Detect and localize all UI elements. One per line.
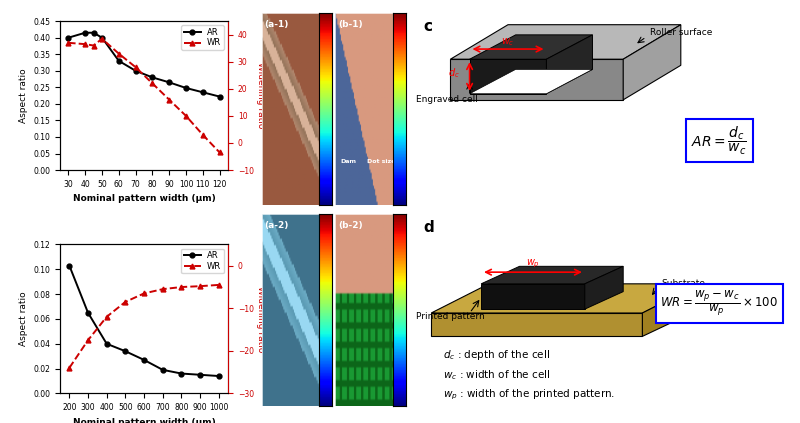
AR [198,90,207,95]
Legend: AR, WR: AR, WR [182,249,224,273]
Text: (a-1): (a-1) [265,20,289,29]
AR [214,94,224,99]
Legend: AR, WR: AR, WR [182,25,224,50]
Text: Roller surface: Roller surface [650,28,713,37]
AR [130,68,141,73]
WR [121,299,130,305]
Text: Dam: Dam [341,159,357,164]
Y-axis label: Aspect ratio: Aspect ratio [18,291,28,346]
Line: AR: AR [66,30,222,99]
Polygon shape [450,25,681,59]
WR [102,314,111,319]
WR [64,40,74,45]
WR [147,81,157,86]
WR [165,97,174,102]
AR [114,58,123,63]
AR [64,35,74,40]
Text: Printed pattern: Printed pattern [416,313,485,321]
WR [158,287,167,292]
Text: d: d [423,220,434,235]
Text: $w_c$: $w_c$ [502,36,514,48]
Text: $w_p$: $w_p$ [526,258,540,270]
WR [177,285,186,290]
Line: WR: WR [66,36,222,155]
AR [65,263,74,268]
Text: (b-1): (b-1) [338,20,362,29]
Polygon shape [623,25,681,100]
Text: (b-2): (b-2) [338,221,362,230]
AR [83,310,93,315]
WR [80,41,90,47]
AR [181,85,190,91]
X-axis label: Nominal pattern width (μm): Nominal pattern width (μm) [73,194,215,203]
AR [214,374,223,379]
WR [195,284,205,289]
Polygon shape [431,313,642,336]
Polygon shape [585,266,623,309]
Text: $d_c$ : depth of the cell
$w_c$ : width of the cell
$w_p$ : width of the printed: $d_c$ : depth of the cell $w_c$ : width … [442,348,615,402]
Text: (a-2): (a-2) [265,221,289,230]
Polygon shape [431,284,700,313]
WR [198,132,207,137]
AR [89,30,98,35]
AR [139,357,149,363]
WR [65,365,74,371]
AR [147,75,157,80]
AR [158,367,167,372]
AR [98,35,107,40]
Y-axis label: Widening ratio: Widening ratio [256,286,265,352]
Line: AR: AR [67,263,221,379]
Text: $AR=\dfrac{d_c}{w_c}$: $AR=\dfrac{d_c}{w_c}$ [691,124,747,157]
AR [102,341,111,346]
WR [181,113,190,118]
Polygon shape [546,35,593,94]
WR [214,150,224,155]
WR [214,283,223,288]
X-axis label: Nominal pattern width (μm): Nominal pattern width (μm) [73,418,215,423]
Line: WR: WR [67,283,221,370]
Polygon shape [450,59,623,100]
Text: Engraved cell: Engraved cell [416,95,478,104]
AR [177,371,186,376]
Text: Substrate: Substrate [662,279,706,288]
AR [121,349,130,354]
Polygon shape [642,284,700,336]
WR [83,338,93,343]
Polygon shape [470,59,546,94]
AR [165,80,174,85]
AR [195,372,205,377]
WR [98,36,107,41]
AR [80,30,90,35]
WR [114,51,123,56]
Text: Dot size: Dot size [367,159,395,164]
WR [89,43,98,48]
Polygon shape [481,284,585,309]
Text: $WR=\dfrac{w_p-w_c}{w_p}\times100$: $WR=\dfrac{w_p-w_c}{w_p}\times100$ [660,288,778,318]
Polygon shape [470,69,593,94]
Text: $d_c$: $d_c$ [448,66,460,80]
Text: c: c [423,19,433,33]
Polygon shape [470,35,593,59]
WR [130,65,141,70]
WR [139,291,149,296]
Polygon shape [481,266,623,284]
Y-axis label: Aspect ratio: Aspect ratio [18,68,28,123]
Y-axis label: Widening ratio: Widening ratio [256,63,265,129]
